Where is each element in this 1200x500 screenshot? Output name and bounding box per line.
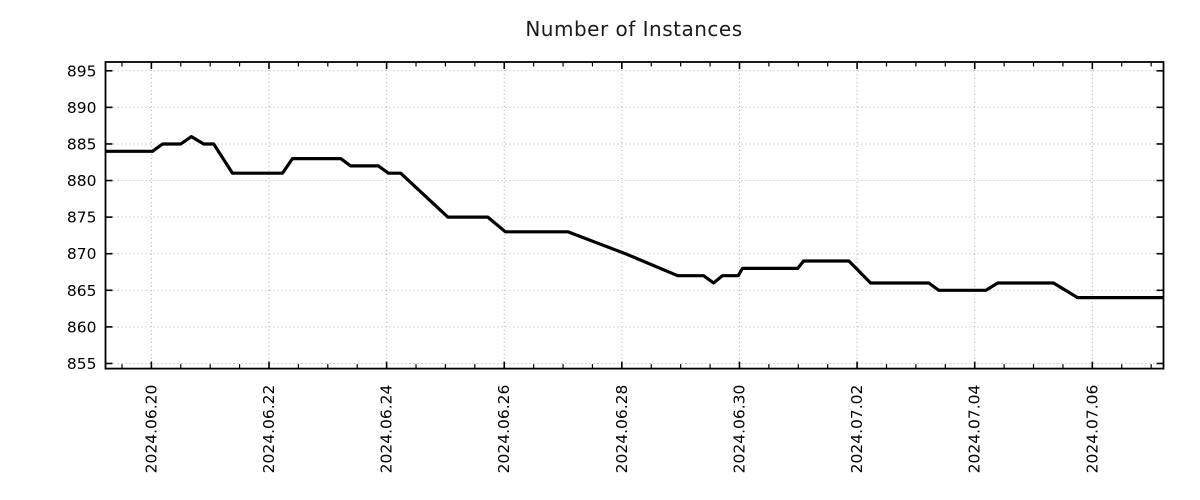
y-tick-label: 860 xyxy=(67,318,97,336)
y-tick-label: 880 xyxy=(67,172,97,190)
x-tick-label: 2024.07.06 xyxy=(1083,385,1101,474)
chart-title: Number of Instances xyxy=(525,17,743,41)
x-tick-label: 2024.06.30 xyxy=(730,385,748,474)
y-tick-label: 895 xyxy=(67,62,97,80)
y-tick-label: 865 xyxy=(67,282,97,300)
y-tick-label: 885 xyxy=(67,135,97,153)
x-tick-label: 2024.06.24 xyxy=(378,385,396,474)
y-tick-label: 870 xyxy=(67,245,97,263)
y-tick-label: 875 xyxy=(67,209,97,227)
x-tick-label: 2024.06.28 xyxy=(613,385,631,474)
plot-border xyxy=(104,61,1165,370)
x-tick-label: 2024.06.20 xyxy=(142,385,160,474)
x-tick-label: 2024.07.04 xyxy=(966,385,984,474)
x-tick-label: 2024.06.22 xyxy=(260,385,278,474)
x-tick-label: 2024.06.26 xyxy=(495,385,513,474)
y-tick-label: 855 xyxy=(67,355,97,373)
x-tick-label: 2024.07.02 xyxy=(848,385,866,474)
series-line xyxy=(105,135,1164,300)
y-tick-label: 890 xyxy=(67,99,97,117)
